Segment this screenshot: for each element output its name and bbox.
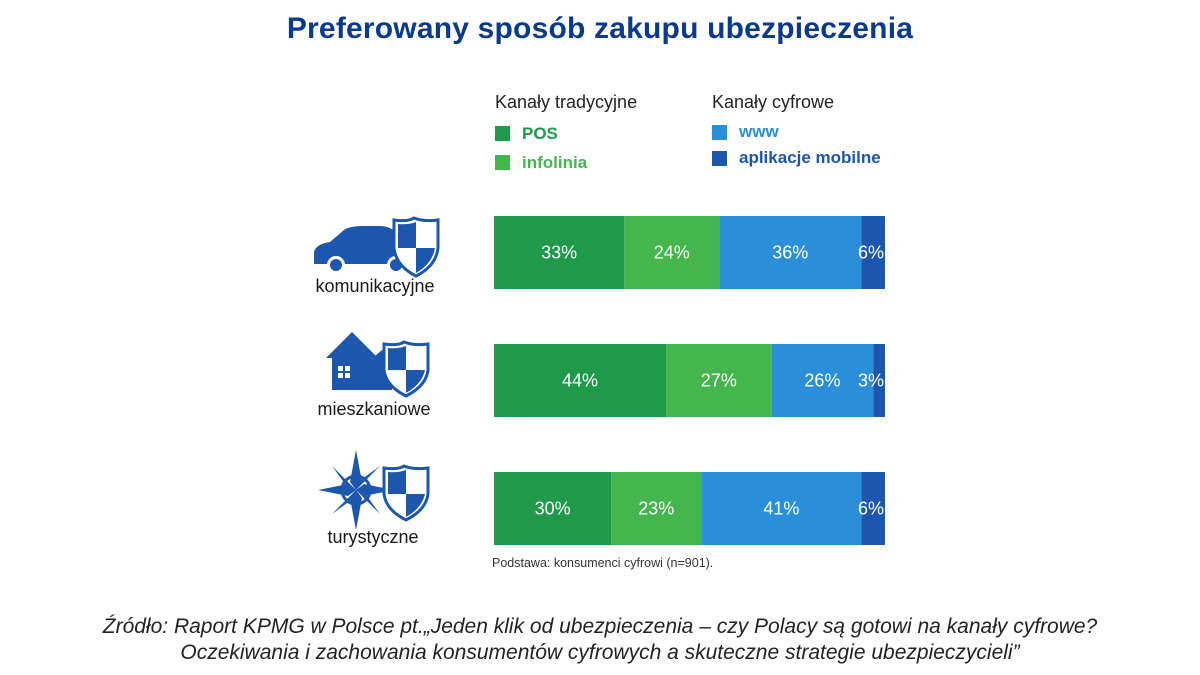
legend-item-mobile: aplikacje mobilne: [712, 145, 881, 171]
bar-label-mieszkaniowe-0: 44%: [562, 371, 598, 391]
bar-segment-komunikacyjne-2: [719, 216, 862, 289]
bar-segment-komunikacyjne-3: [861, 216, 885, 289]
compass-shield-icon: [318, 450, 430, 530]
bar-label-turystyczne-0: 30%: [535, 499, 571, 519]
bar-label-mieszkaniowe-3: 3%: [858, 371, 884, 391]
legend-swatch-infolinia: [495, 155, 510, 170]
bar-segment-mieszkaniowe-3: [873, 344, 885, 417]
source-line-2: Oczekiwania i zachowania konsumentów cyf…: [180, 641, 1020, 664]
source-citation: Źródło: Raport KPMG w Polsce pt.„Jeden k…: [0, 614, 1200, 666]
bar-segment-komunikacyjne-1: [624, 216, 720, 289]
legend-swatch-mobile: [712, 150, 727, 166]
legend-label-www: www: [739, 122, 779, 141]
legend-heading-digital: Kanały cyfrowe: [712, 92, 835, 112]
legend-traditional: Kanały tradycyjne POS infolinia: [495, 92, 637, 177]
bar-segment-turystyczne-3: [861, 472, 885, 545]
bar-label-komunikacyjne-2: 36%: [772, 243, 808, 263]
bar-segment-turystyczne-1: [611, 472, 702, 545]
bar-label-komunikacyjne-0: 33%: [541, 243, 577, 263]
row-label-mieszkaniowe: mieszkaniowe: [317, 399, 431, 419]
bar-segment-mieszkaniowe-1: [666, 344, 772, 417]
row-label-komunikacyjne: komunikacyjne: [315, 276, 435, 296]
bar-segment-mieszkaniowe-2: [771, 344, 874, 417]
bar-label-turystyczne-3: 6%: [858, 499, 884, 519]
legend-item-www: www: [712, 119, 881, 145]
bar-segment-turystyczne-0: [494, 472, 612, 545]
bar-segment-komunikacyjne-0: [494, 216, 625, 289]
source-line-1: Źródło: Raport KPMG w Polsce pt.„Jeden k…: [102, 615, 1098, 638]
legend-label-infolinia: infolinia: [522, 152, 588, 172]
legend-item-infolinia: infolinia: [495, 148, 637, 177]
footnote: Podstawa: konsumenci cyfrowi (n=901).: [492, 556, 714, 570]
legend-item-pos: POS: [495, 119, 637, 148]
car-shield-icon: [314, 216, 440, 278]
legend-digital: Kanały cyfrowe www aplikacje mobilne: [712, 92, 881, 171]
bar-label-mieszkaniowe-2: 26%: [804, 371, 840, 391]
legend-heading-traditional: Kanały tradycyjne: [495, 92, 638, 112]
bar-segment-turystyczne-2: [701, 472, 862, 545]
bar-segment-mieszkaniowe-0: [494, 344, 667, 417]
legend-swatch-pos: [495, 126, 510, 141]
bar-label-turystyczne-2: 41%: [763, 499, 799, 519]
chart-title: Preferowany sposób zakupu ubezpieczenia: [286, 12, 914, 45]
legend-label-mobile: aplikacje mobilne: [739, 148, 881, 167]
legend-label-pos: POS: [522, 123, 558, 143]
house-shield-icon: [326, 332, 430, 398]
bar-label-turystyczne-1: 23%: [638, 499, 674, 519]
bar-label-mieszkaniowe-1: 27%: [701, 371, 737, 391]
bar-label-komunikacyjne-1: 24%: [654, 243, 690, 263]
legend-swatch-www: [712, 124, 727, 140]
bar-label-komunikacyjne-3: 6%: [858, 243, 884, 263]
row-label-turystyczne: turystyczne: [327, 527, 419, 547]
